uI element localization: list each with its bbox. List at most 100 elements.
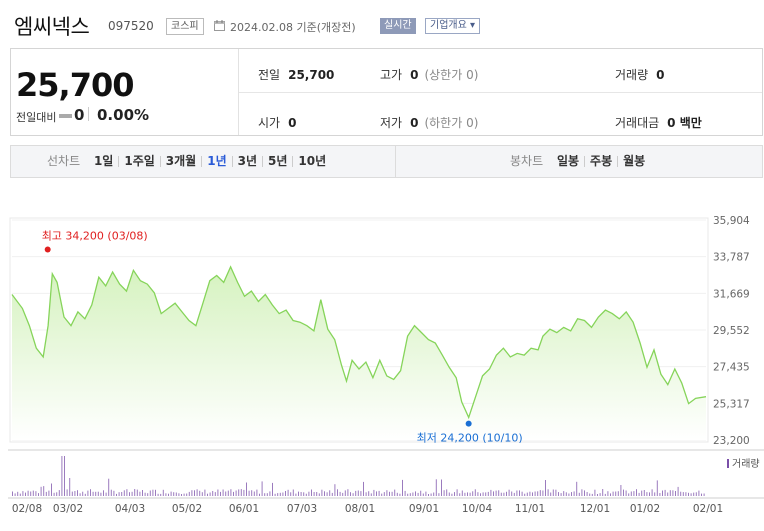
volume-bar [170, 491, 172, 496]
tab-period-5[interactable]: 5년 [268, 154, 288, 168]
volume-bar [352, 493, 354, 496]
volume-bar [298, 491, 299, 496]
volume-bar [643, 490, 645, 496]
volume-bar [477, 492, 479, 496]
volume-bar [355, 490, 357, 496]
market-badge: 코스피 [166, 18, 204, 35]
volume-bar [287, 489, 289, 496]
volume-bar [240, 489, 242, 496]
volume-bar [69, 478, 71, 496]
volume-bar [360, 491, 362, 496]
volume-bar [620, 485, 622, 496]
volume-bar [430, 493, 432, 496]
volume-bar [636, 489, 637, 496]
volume-bar [168, 493, 169, 496]
tab-candle-1[interactable]: 주봉 [590, 154, 613, 168]
volume-bar [690, 493, 692, 496]
tab-period-6[interactable]: 10년 [298, 154, 327, 168]
volume-bar [365, 492, 367, 496]
volume-bar [342, 492, 344, 496]
volume-bar [186, 493, 188, 496]
volume-bar [435, 479, 437, 496]
volume-bar [183, 493, 185, 496]
volume-bar [82, 491, 84, 496]
volume-bar [368, 491, 370, 496]
volume-bar [157, 493, 159, 496]
volume-bar [227, 490, 229, 496]
volume-bar [409, 493, 411, 496]
candle-chart-tabs: 봉차트 일봉 주봉 월봉 [505, 146, 650, 177]
x-tick-label: 06/01 [229, 503, 259, 515]
tab-period-3[interactable]: 1년 [207, 154, 227, 168]
chart-period-tabs: 선차트 1일 1주일 3개월 1년 3년 5년 10년 봉차트 일봉 주봉 월봉 [10, 145, 763, 178]
tab-divider [201, 156, 203, 167]
volume-bar [129, 492, 130, 496]
volume-bar [381, 493, 383, 496]
volume-bar [259, 493, 260, 496]
realtime-button[interactable]: 실시간 [380, 18, 416, 34]
volume-bar [537, 491, 539, 496]
price-area-fill [12, 266, 706, 440]
volume-bar [347, 489, 349, 496]
tab-divider [231, 156, 233, 167]
tab-candle-0[interactable]: 일봉 [556, 154, 580, 168]
volume-bar [19, 493, 21, 496]
volume-bar [615, 491, 617, 496]
volume-bar [121, 492, 123, 496]
open-price-label: 시가 [258, 116, 281, 130]
volume-bar [454, 492, 455, 496]
volume-legend: 거래량 [732, 458, 760, 470]
volume-bar [573, 491, 575, 496]
volume: 거래량 0 [615, 66, 664, 83]
volume-bar [43, 486, 45, 496]
volume-bar [467, 492, 468, 496]
base-date: 2024.02.08 기준(개장전) [230, 21, 356, 34]
tab-divider [292, 156, 294, 167]
tab-divider [262, 156, 263, 167]
price-series-line [11, 265, 707, 420]
volume-bar [134, 489, 136, 496]
volume-bar [155, 489, 156, 496]
tab-period-4[interactable]: 3년 [237, 154, 257, 168]
volume-legend-swatch [727, 459, 729, 468]
x-tick-label: 04/03 [115, 503, 145, 515]
volume-bar [428, 494, 429, 496]
volume-bar [404, 490, 406, 496]
tab-divider [118, 156, 120, 167]
tab-candle-2[interactable]: 월봉 [623, 154, 646, 168]
volume-bar [641, 490, 643, 496]
tab-period-0[interactable]: 1일 [93, 154, 114, 168]
volume-bar [672, 490, 674, 496]
volume-bar [84, 493, 86, 496]
volume-bar [147, 493, 149, 496]
volume-bar [612, 491, 614, 496]
volume-bar [87, 490, 89, 496]
volume-bar [285, 491, 286, 496]
x-tick-label: 10/04 [462, 503, 493, 515]
company-overview-button[interactable]: 기업개요 ▾ [425, 18, 480, 34]
prev-close-value: 25,700 [288, 68, 335, 82]
volume-bar [188, 491, 190, 496]
volume-bar [451, 493, 453, 496]
volume-bar [279, 492, 281, 496]
volume-bar [350, 492, 351, 496]
volume-bar [526, 492, 528, 496]
volume-bar [394, 489, 396, 496]
lower-limit: (하한가 0) [424, 116, 479, 130]
tab-period-2[interactable]: 3개월 [165, 154, 197, 168]
day-high-label: 고가 [380, 68, 403, 82]
volume-bar [607, 491, 609, 496]
stock-code: 097520 [108, 19, 154, 33]
volume-bar [701, 493, 702, 496]
volume-bar [688, 492, 689, 496]
volume-bar [576, 481, 578, 496]
volume-bars [12, 456, 705, 496]
volume-bar [508, 489, 510, 496]
extreme-markers: 최고 34,200 (03/08) 최저 24,200 (10/10) [42, 230, 523, 445]
volume-bar [438, 493, 440, 496]
chart-frame [9, 217, 709, 443]
tab-period-1[interactable]: 1주일 [124, 154, 155, 168]
volume-bar [584, 490, 585, 496]
volume-bar [599, 493, 601, 496]
volume-bar [485, 492, 487, 496]
